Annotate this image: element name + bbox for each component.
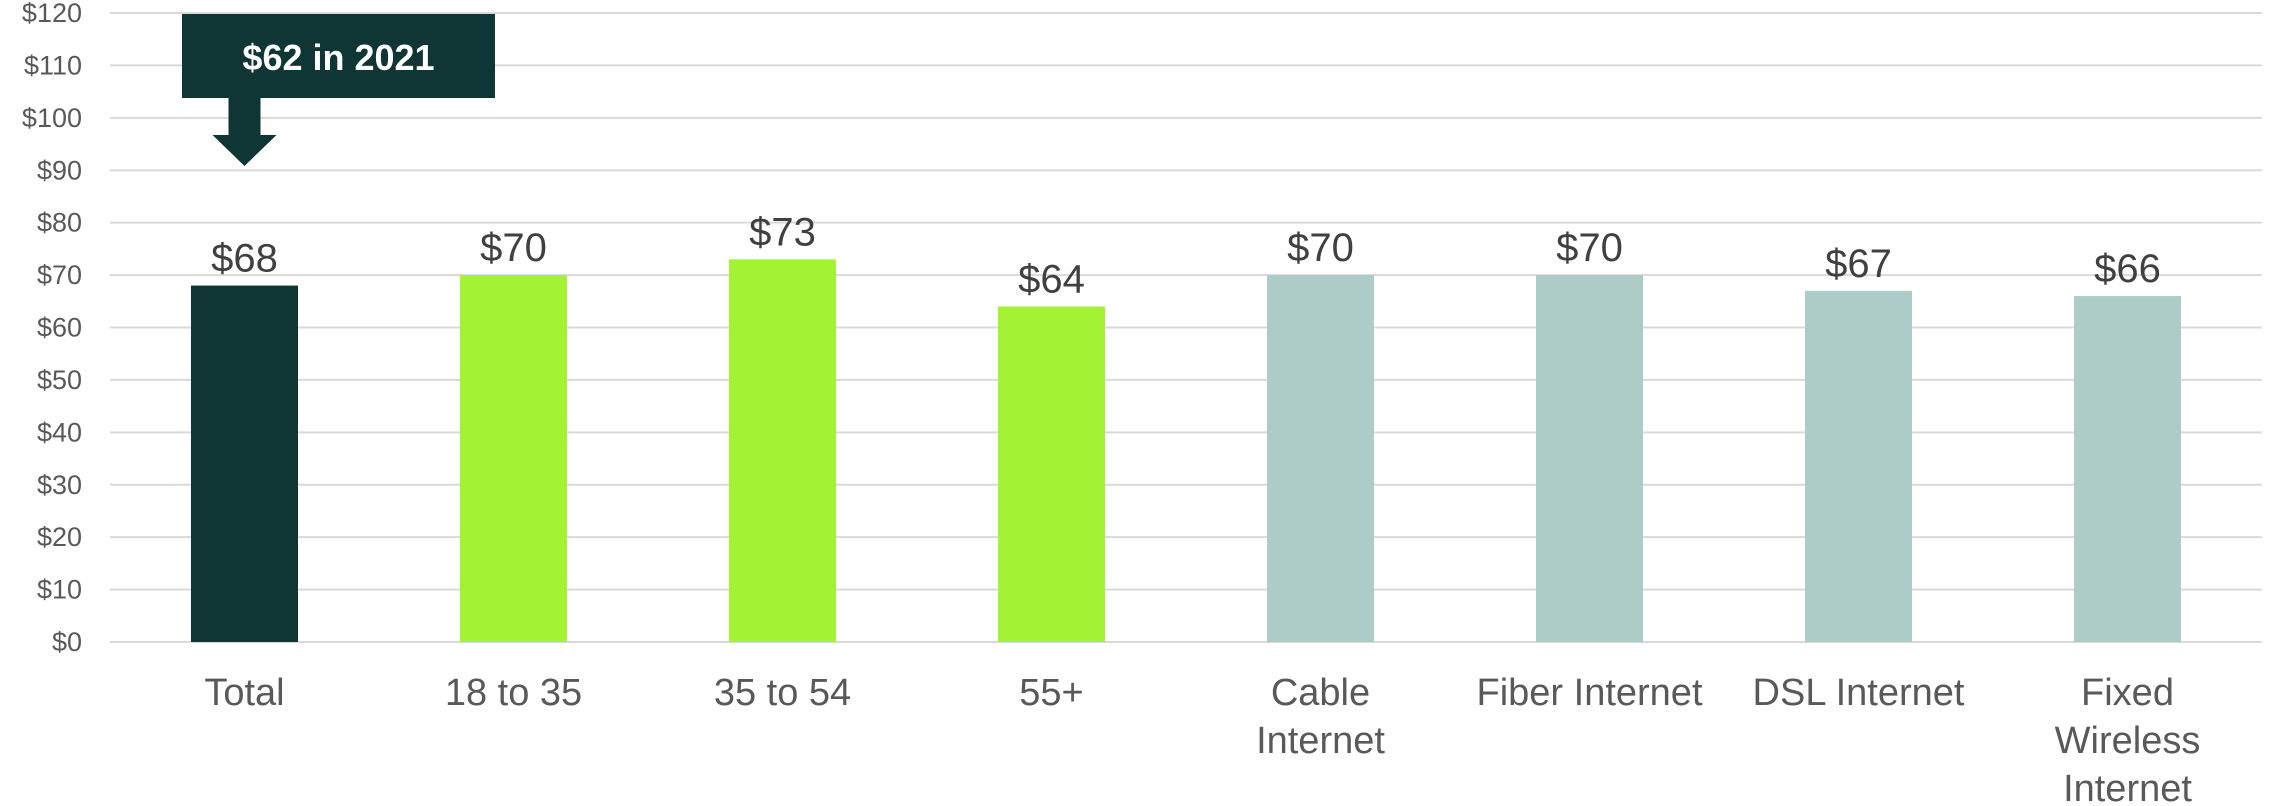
data-label: $73 [749,210,816,254]
category-label-line: Internet [1256,720,1385,762]
bar [1805,291,1912,642]
category-labels: Total 18 to 35 35 to 54 55+ Cable Internet Fib… [204,672,2200,806]
bar [998,307,1105,642]
category-label: Fiber Internet [1477,672,1703,714]
y-tick-label: $0 [52,627,82,657]
bar [460,275,567,642]
category-label: Fixed Wireless Internet [2055,672,2201,806]
callout-arrow-icon [213,98,277,166]
callout-text: $62 in 2021 [242,37,434,78]
category-label: Total [204,672,284,714]
category-label-line: Fiber Internet [1477,672,1703,714]
data-label: $64 [1018,258,1085,302]
category-label: 18 to 35 [445,672,582,714]
data-label: $67 [1825,242,1892,286]
data-label: $68 [211,237,278,281]
y-tick-label: $120 [22,0,82,28]
bar [1536,275,1643,642]
category-label-line: 35 to 54 [714,672,851,714]
y-tick-label: $50 [37,365,82,395]
y-tick-label: $80 [37,208,82,238]
category-label-line: Wireless [2055,720,2201,762]
y-tick-label: $70 [37,260,82,290]
bars [191,259,2181,642]
y-tick-label: $20 [37,522,82,552]
category-label: 35 to 54 [714,672,851,714]
category-label-line: 18 to 35 [445,672,582,714]
y-axis-tick-labels: $0 $10 $20 $30 $40 $50 $60 $70 $80 $90 $100 $110 $12… [22,0,82,657]
category-label: Cable Internet [1256,672,1385,762]
category-label-line: Total [204,672,284,714]
data-label: $70 [1287,226,1354,270]
category-label: 55+ [1019,672,1083,714]
data-label: $70 [480,226,547,270]
y-tick-label: $90 [37,155,82,185]
bar [729,259,836,642]
data-label: $66 [2094,247,2161,291]
y-tick-label: $100 [22,103,82,133]
category-label: DSL Internet [1753,672,1965,714]
y-tick-label: $60 [37,313,82,343]
y-tick-label: $10 [37,575,82,605]
y-tick-label: $40 [37,417,82,447]
category-label-line: Fixed [2081,672,2174,714]
bar [2074,296,2181,642]
y-tick-label: $110 [24,50,82,80]
data-label: $70 [1556,226,1623,270]
category-label-line: Cable [1271,672,1370,714]
category-label-line: DSL Internet [1753,672,1965,714]
bar [191,286,298,642]
y-tick-label: $30 [37,470,82,500]
category-label-line: 55+ [1019,672,1083,714]
gridlines [110,13,2262,642]
category-label-line: Internet [2063,768,2192,806]
annotation-callout: $62 in 2021 [182,14,495,166]
bar [1267,275,1374,642]
